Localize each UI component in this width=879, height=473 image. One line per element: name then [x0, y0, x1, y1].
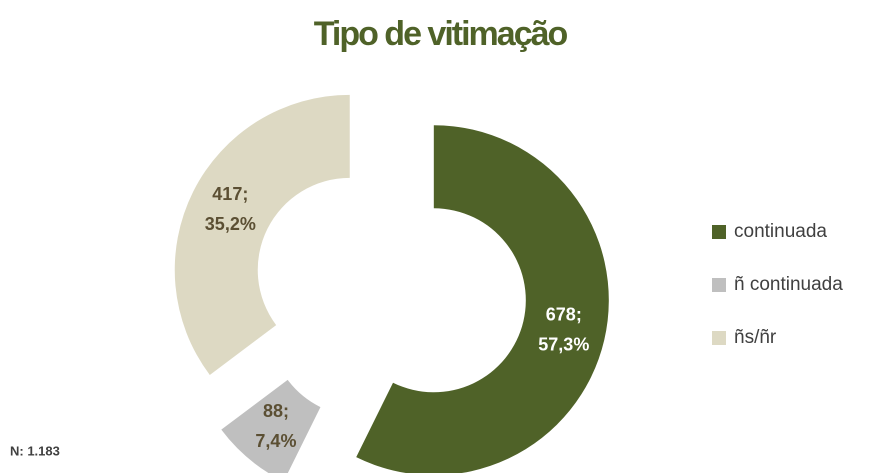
data-label: 678; [546, 304, 582, 324]
legend-label: continuada [734, 221, 827, 242]
data-label: 57,3% [538, 334, 589, 354]
legend-swatch [712, 225, 726, 239]
data-label: 35,2% [205, 214, 256, 234]
data-label: 88; [263, 401, 289, 421]
donut-segment [221, 379, 321, 473]
donut-segment [174, 94, 350, 375]
chart-title: Tipo de vitimação [314, 15, 568, 53]
data-label: 417; [212, 184, 248, 204]
donut-segment [356, 125, 609, 473]
legend-label: ñ continuada [734, 274, 843, 295]
legend-swatch [712, 278, 726, 292]
note: N: 1.183 [10, 443, 60, 458]
legend-label: ñs/ñr [734, 327, 777, 348]
data-label: 7,4% [255, 431, 296, 451]
legend-swatch [712, 331, 726, 345]
